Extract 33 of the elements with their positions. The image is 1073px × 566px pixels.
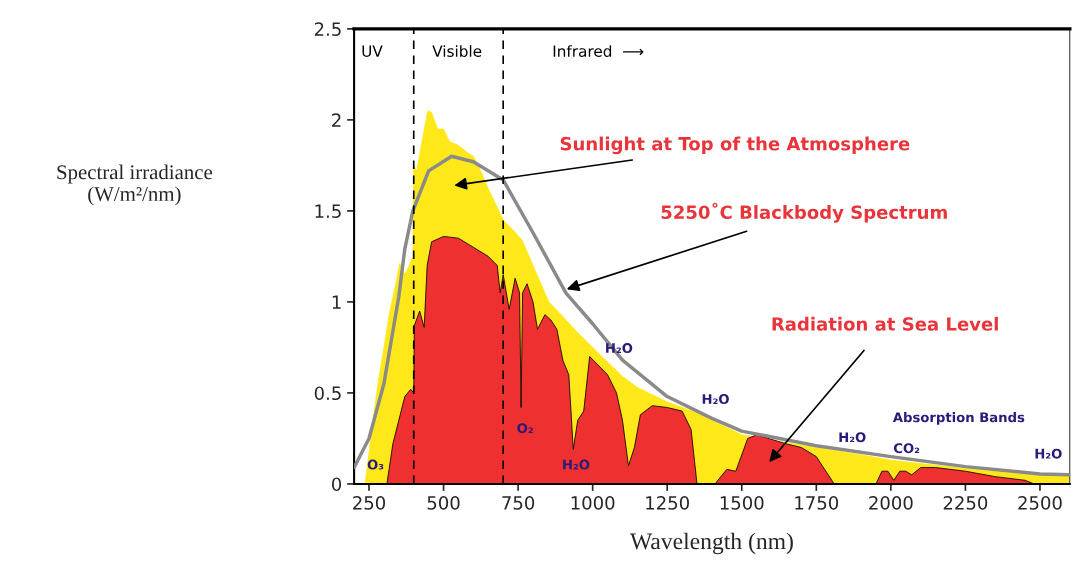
annotation: H₂O: [606, 343, 633, 354]
annotation: O₂: [517, 423, 533, 434]
x-tick-label: 250: [353, 496, 386, 510]
annotation: 5250˚C Blackbody Spectrum: [661, 202, 947, 223]
x-axis-title: Wavelength (nm): [629, 532, 793, 555]
annotation: H₂O: [563, 459, 590, 470]
y-axis-title: Spectral irradiance (W/m²/nm): [57, 164, 213, 206]
annotation: H₂O: [1035, 448, 1062, 459]
annotation: Absorption Bands: [892, 412, 1025, 425]
annotation: CO₂: [893, 443, 920, 454]
annotation: Sunlight at Top of the Atmosphere: [560, 136, 910, 155]
x-tick-label: 500: [427, 496, 460, 510]
x-tick-label: 2500: [1018, 496, 1062, 510]
annotation: H₂O: [839, 432, 866, 443]
y-tick-label: 0: [331, 477, 342, 492]
y-tick-label: 2.5: [314, 22, 341, 36]
annotation: O₃: [367, 459, 384, 470]
annotation: Infrared ⟶: [553, 45, 644, 57]
x-tick-label: 1500: [720, 496, 764, 510]
x-tick-label: 2000: [869, 496, 913, 510]
x-tick-label: 1750: [795, 496, 839, 510]
x-tick-label: 750: [502, 496, 535, 510]
annotation: UV: [362, 45, 383, 57]
annotation: Visible: [432, 45, 482, 57]
y-tick-label: 1.5: [315, 204, 341, 219]
x-tick-label: 1000: [571, 496, 615, 510]
y-tick-label: 0.5: [314, 386, 341, 401]
x-tick-label: 2250: [943, 496, 988, 510]
y-tick-label: 2: [332, 113, 341, 127]
annotation: Radiation at Sea Level: [772, 316, 998, 331]
x-tick-label: 1250: [646, 496, 689, 510]
annotation: H₂O: [702, 394, 729, 405]
y-tick-label: 1: [332, 295, 341, 309]
